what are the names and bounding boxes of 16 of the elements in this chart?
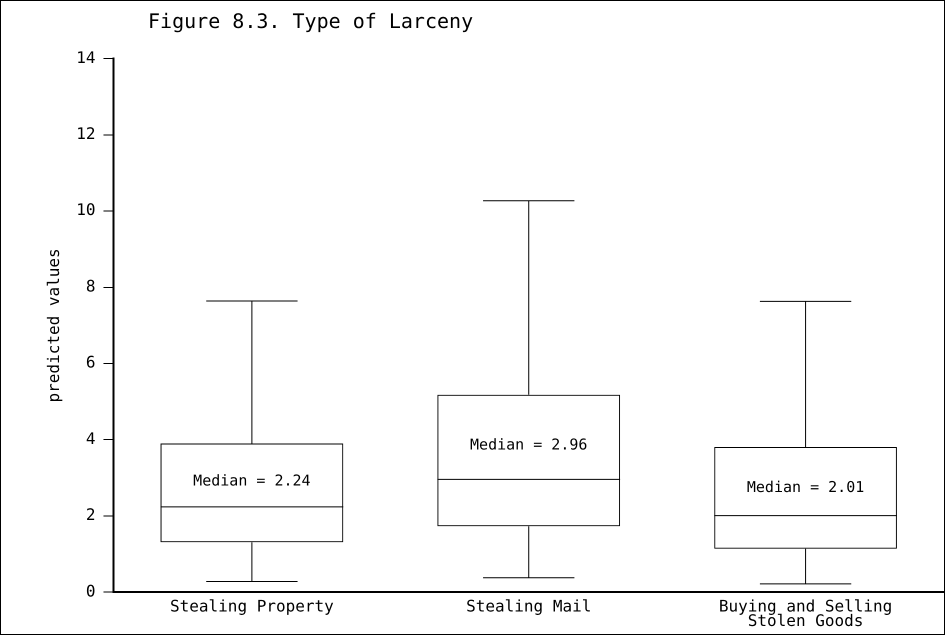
y-axis-title: predicted values <box>44 248 63 402</box>
chart-title: Figure 8.3. Type of Larceny <box>148 9 474 33</box>
x-tick-label: Stealing Property <box>170 596 334 616</box>
y-tick-label: 8 <box>86 276 96 296</box>
x-tick-label: Buying and Selling Stolen Goods <box>718 596 892 630</box>
y-tick-label: 2 <box>86 505 96 524</box>
y-tick-label: 12 <box>76 124 96 143</box>
x-tick-label: Stealing Mail <box>466 596 592 616</box>
y-tick-label: 14 <box>76 48 96 67</box>
annotation: Median = 2.01 <box>746 478 864 496</box>
y-tick-label: 10 <box>76 200 96 220</box>
y-tick-label: 0 <box>86 581 96 600</box>
y-tick-label: 6 <box>86 352 96 372</box>
annotation: Median = 2.24 <box>193 471 311 490</box>
annotation: Median = 2.96 <box>470 435 588 454</box>
y-tick-label: 4 <box>86 428 96 448</box>
